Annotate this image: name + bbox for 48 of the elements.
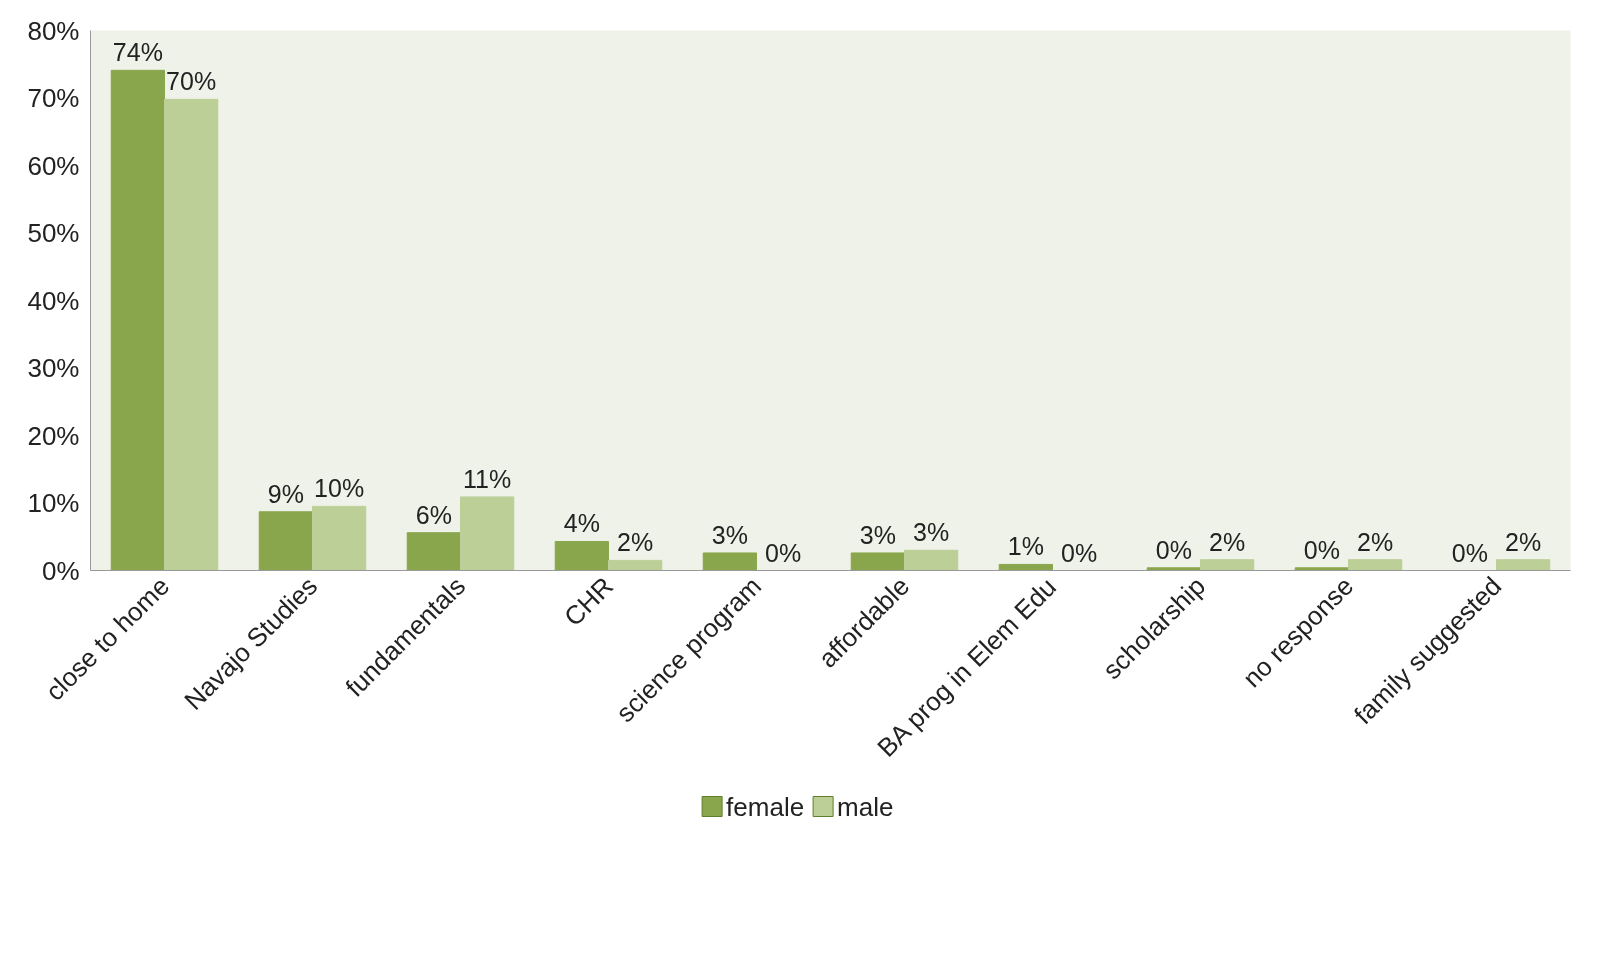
y-tick-label: 40% bbox=[27, 285, 80, 316]
bar bbox=[258, 511, 313, 571]
data-label: 1% bbox=[1007, 532, 1044, 561]
data-label: 74% bbox=[112, 38, 163, 67]
data-label: 2% bbox=[617, 528, 654, 557]
data-label: 11% bbox=[463, 464, 512, 493]
bar bbox=[460, 496, 515, 571]
bar bbox=[850, 552, 905, 571]
bar bbox=[1348, 559, 1403, 571]
data-label: 9% bbox=[267, 479, 304, 508]
bar bbox=[1496, 559, 1551, 571]
y-tick-label: 80% bbox=[27, 15, 80, 46]
data-label: 2% bbox=[1505, 527, 1542, 556]
bar bbox=[1294, 567, 1349, 571]
y-tick-label: 50% bbox=[27, 218, 80, 248]
legend-label: female bbox=[726, 791, 805, 822]
bar bbox=[554, 540, 609, 571]
y-tick-label: 60% bbox=[27, 150, 80, 181]
bar bbox=[998, 563, 1053, 571]
data-label: 0% bbox=[1155, 535, 1192, 564]
y-tick-label: 0% bbox=[41, 555, 80, 586]
bar bbox=[1146, 567, 1201, 571]
data-label: 2% bbox=[1357, 527, 1394, 556]
bar bbox=[312, 505, 367, 571]
data-label: 6% bbox=[415, 500, 452, 529]
bar bbox=[164, 98, 219, 571]
bar bbox=[406, 532, 461, 571]
y-tick-label: 20% bbox=[27, 420, 80, 451]
data-label: 0% bbox=[765, 538, 802, 567]
legend-label: male bbox=[837, 791, 894, 822]
y-tick-label: 70% bbox=[27, 83, 80, 113]
y-tick-label: 30% bbox=[27, 353, 80, 383]
bar bbox=[110, 69, 165, 571]
bar bbox=[702, 552, 757, 571]
data-label: 3% bbox=[913, 518, 950, 547]
data-label: 3% bbox=[859, 520, 896, 549]
data-label: 2% bbox=[1209, 527, 1246, 556]
data-label: 10% bbox=[314, 474, 365, 503]
data-label: 3% bbox=[711, 520, 748, 549]
data-label: 4% bbox=[563, 509, 600, 538]
data-label: 0% bbox=[1303, 535, 1340, 564]
data-label: 0% bbox=[1061, 538, 1098, 567]
bar bbox=[1200, 559, 1255, 571]
data-label: 70% bbox=[166, 67, 217, 96]
bar bbox=[608, 559, 663, 571]
bar bbox=[904, 549, 959, 571]
y-tick-label: 10% bbox=[27, 488, 80, 518]
data-label: 0% bbox=[1451, 538, 1488, 567]
